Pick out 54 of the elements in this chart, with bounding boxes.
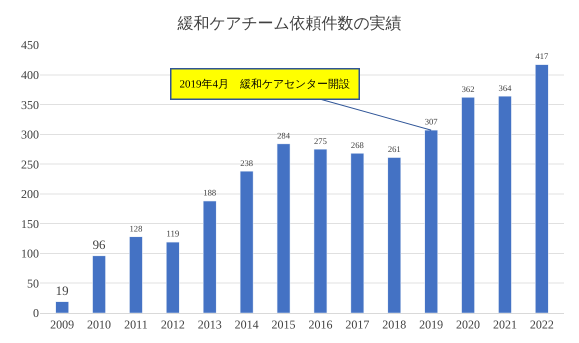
y-tick-label: 450 xyxy=(21,38,39,52)
bar xyxy=(166,242,180,313)
bar xyxy=(55,301,69,313)
data-label: 275 xyxy=(314,136,327,146)
y-tick-label: 400 xyxy=(21,68,39,82)
x-tick-label: 2016 xyxy=(308,317,332,332)
data-label: 362 xyxy=(462,84,474,94)
y-tick-label: 200 xyxy=(21,187,39,202)
bar xyxy=(535,64,549,313)
x-tick-label: 2015 xyxy=(272,317,296,332)
x-tick-label: 2018 xyxy=(382,317,406,332)
bar xyxy=(129,236,143,313)
annotation: 2019年4月 緩和ケアセンター開設 xyxy=(180,78,350,90)
bar xyxy=(203,200,216,313)
x-tick-label: 2020 xyxy=(456,317,480,332)
x-tick-label: 2022 xyxy=(530,317,554,332)
data-label: 188 xyxy=(203,188,216,198)
bar xyxy=(388,157,401,313)
data-label: 128 xyxy=(130,223,142,234)
y-tick-label: 50 xyxy=(27,276,39,290)
x-tick-label: 2019 xyxy=(419,317,444,332)
data-label: 238 xyxy=(240,158,254,168)
x-tick-label: 2013 xyxy=(198,317,222,332)
data-label: 19 xyxy=(56,282,69,298)
bar xyxy=(461,97,475,313)
x-tick-label: 2009 xyxy=(50,317,74,332)
data-label: 284 xyxy=(277,130,291,140)
x-tick-label: 2011 xyxy=(124,317,148,332)
y-tick-label: 150 xyxy=(21,216,39,231)
data-label: 96 xyxy=(92,237,106,252)
x-tick-label: 2012 xyxy=(160,317,185,332)
data-label: 364 xyxy=(498,82,512,93)
bar xyxy=(498,96,512,313)
data-label: 417 xyxy=(535,51,550,62)
chart-title: 緩和ケアチーム依頼件数の実績 xyxy=(176,14,402,32)
x-tick-label: 2021 xyxy=(492,317,517,332)
data-label: 119 xyxy=(166,228,180,239)
data-label: 268 xyxy=(350,140,364,150)
bar xyxy=(424,130,438,313)
y-tick-label: 0 xyxy=(33,306,39,320)
bar xyxy=(92,256,106,313)
y-tick-label: 100 xyxy=(21,246,39,261)
bar xyxy=(314,148,328,313)
data-label: 307 xyxy=(424,116,438,127)
x-tick-label: 2017 xyxy=(345,317,370,332)
data-label: 261 xyxy=(388,144,401,154)
y-tick-label: 250 xyxy=(21,157,39,172)
x-tick-label: 2014 xyxy=(234,317,259,332)
bar xyxy=(350,153,364,313)
x-tick-label: 2010 xyxy=(87,317,112,332)
bar xyxy=(276,144,290,313)
y-tick-label: 350 xyxy=(21,98,39,112)
bar xyxy=(240,171,254,313)
y-tick-label: 300 xyxy=(21,128,39,142)
